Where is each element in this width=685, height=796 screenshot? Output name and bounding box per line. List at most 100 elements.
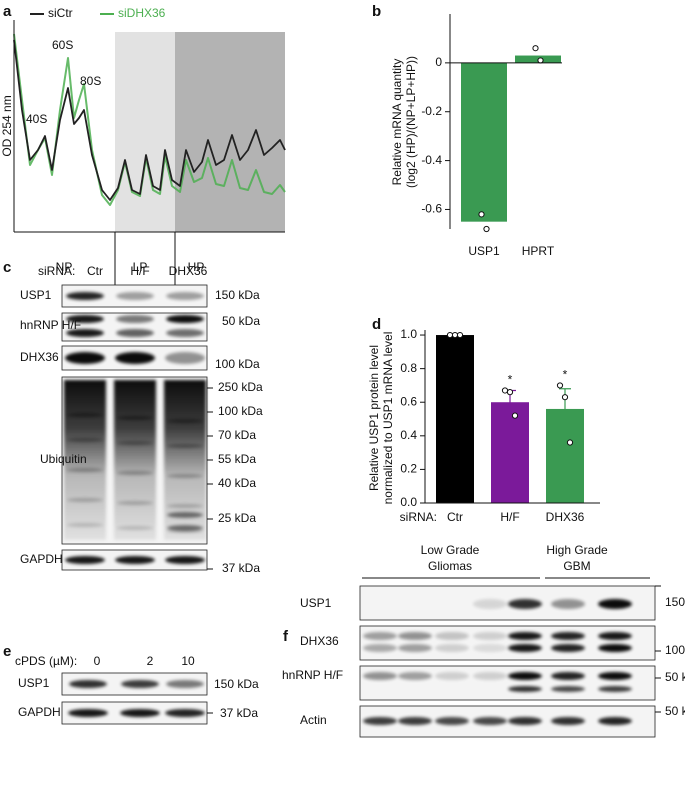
blot-band — [598, 717, 632, 725]
blot-band — [167, 444, 203, 448]
blot-band — [65, 352, 105, 364]
blot-band — [363, 632, 397, 640]
y-tick-label: 0.6 — [400, 394, 417, 408]
blot-label: 10 — [181, 654, 195, 668]
peak-label: 40S — [26, 112, 47, 126]
blot-band — [435, 632, 469, 640]
blot-label: 250 kDa — [218, 380, 263, 394]
bar — [436, 335, 474, 503]
panel-label: f — [283, 628, 289, 645]
blot-band — [167, 474, 203, 478]
blot-band — [398, 632, 432, 640]
blot-band — [473, 672, 507, 680]
y-axis-label: OD 254 nm — [0, 95, 14, 156]
legend-label: siDHX36 — [118, 6, 166, 20]
peak-label: 80S — [80, 74, 101, 88]
peak-label: 60S — [52, 38, 73, 52]
data-point — [446, 331, 454, 339]
blot-band — [120, 709, 160, 717]
blot-band — [598, 686, 632, 692]
y-tick-label: -0.4 — [421, 153, 442, 167]
data-point — [556, 382, 564, 389]
blot-label: hnRNP H/F — [20, 318, 81, 332]
blot-band — [508, 632, 542, 640]
blot-label: Low Grade — [421, 543, 480, 557]
blot-label: 100 kDa — [215, 357, 260, 371]
blot-band — [398, 644, 432, 652]
blot-band — [67, 523, 103, 527]
blot-band — [598, 632, 632, 640]
blot-label: GAPDH — [18, 705, 61, 719]
blot-band — [363, 644, 397, 652]
blot-band — [551, 686, 585, 692]
blot-band — [121, 680, 159, 688]
annotation: * — [563, 368, 568, 382]
blot-smear — [64, 380, 106, 540]
blot-band — [67, 498, 103, 502]
y-tick-label: 0.0 — [400, 495, 417, 509]
blot-band — [598, 644, 632, 652]
blot-label: Ctr — [87, 264, 103, 278]
y-axis-label: Relative USP1 protein level — [367, 345, 381, 491]
blot-band — [473, 644, 507, 652]
blot-band — [598, 672, 632, 680]
panel-label: b — [372, 3, 381, 20]
blot-label: 0 — [94, 654, 101, 668]
panel-label: a — [3, 3, 12, 20]
blot-label: 100 kDa — [665, 643, 685, 657]
blot-band — [69, 680, 107, 688]
region-label: LP — [133, 260, 148, 274]
blot-band — [166, 315, 204, 323]
blot-band — [508, 672, 542, 680]
blot-band — [117, 526, 153, 530]
y-tick-label: 0.4 — [400, 428, 417, 442]
blot-band — [551, 644, 585, 652]
blot-label: USP1 — [300, 596, 332, 610]
blot-label: siRNA: — [38, 264, 75, 278]
blot-label: 40 kDa — [218, 476, 256, 490]
blot-band — [363, 717, 397, 725]
x-tick-label: DHX36 — [546, 510, 585, 524]
blot-label: H/F — [130, 264, 149, 278]
x-tick-label: H/F — [500, 510, 519, 524]
blot-label: DHX36 — [300, 634, 339, 648]
blot-label: Ubiquitin — [40, 452, 87, 466]
panel-label: c — [3, 259, 11, 276]
blot-label: USP1 — [18, 676, 50, 690]
blot-label: DHX36 — [20, 350, 59, 364]
blot-band — [598, 599, 632, 609]
blot-band — [68, 709, 108, 717]
x-tick-label: Ctr — [447, 510, 463, 524]
blot-label: 150 kDa — [215, 288, 260, 302]
hp-region — [175, 32, 285, 232]
blot-band — [66, 315, 104, 323]
region-label: NP — [56, 260, 73, 274]
x-axis-label: siRNA: — [400, 510, 437, 524]
blot-band — [66, 292, 104, 300]
blot-band — [435, 672, 469, 680]
y-axis-label: (log2 (HP)/(NP+LP+HP)) — [404, 56, 418, 188]
region-label: HP — [188, 260, 205, 274]
blot-band — [508, 599, 542, 609]
blot-band — [117, 441, 153, 445]
panel-label: d — [372, 316, 381, 333]
y-tick-label: -0.2 — [421, 104, 442, 118]
legend-label: siCtr — [48, 6, 73, 20]
blot-label: 37 kDa — [222, 561, 260, 575]
y-axis-label: Relative mRNA quantity — [390, 59, 404, 186]
blot-band — [115, 556, 155, 564]
data-point — [511, 412, 519, 419]
blot-label: 70 kDa — [218, 428, 256, 442]
data-point — [506, 389, 514, 396]
blot-band — [165, 556, 205, 564]
blot-band — [66, 329, 104, 337]
blot-label: 25 kDa — [218, 511, 256, 525]
y-tick-label: 1.0 — [400, 327, 417, 341]
blot-band — [508, 717, 542, 725]
blot-band — [116, 315, 154, 323]
blot-band — [67, 438, 103, 442]
blot-band — [473, 717, 507, 725]
y-tick-label: 0.2 — [400, 462, 417, 476]
blot-band — [398, 717, 432, 725]
blot-band — [65, 556, 105, 564]
